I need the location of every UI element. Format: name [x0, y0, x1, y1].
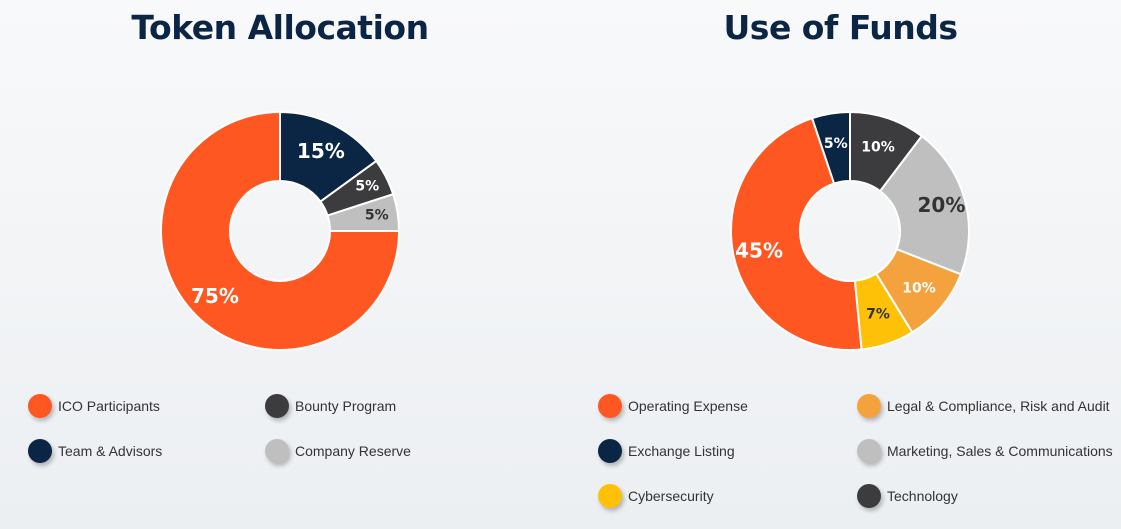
- token-allocation-title: Token Allocation: [131, 8, 429, 47]
- use-of-funds-panel: Use of Funds 10% 20% 10% 7% 45% 5% Operating …: [560, 0, 1121, 529]
- slice-team-and-advisors: [279, 110, 378, 204]
- legend-swatch: [857, 439, 881, 463]
- legend-label: Bounty Program: [295, 398, 397, 414]
- legend-label: Marketing, Sales & Communications: [887, 443, 1113, 459]
- legend-label: Team & Advisors: [58, 443, 163, 459]
- legend-swatch: [265, 439, 289, 463]
- slice-label-bounty-program: 5%: [355, 179, 379, 195]
- slice-label-team-and-advisors: 15%: [297, 139, 345, 163]
- slice-label-ico-participants: 75%: [191, 284, 239, 308]
- legend-label: ICO Participants: [58, 398, 160, 414]
- slice-label-exchange-listing: 5%: [824, 136, 848, 152]
- slice-label-cybersecurity: 7%: [866, 306, 890, 322]
- token-allocation-donut: 15% 5% 5% 75%: [160, 110, 401, 351]
- legend-label: Operating Expense: [628, 398, 748, 414]
- slice-operating-expense: [730, 116, 863, 351]
- legend-item-team-and-advisors: Team & Advisors: [28, 438, 162, 464]
- legend-item-technology: Technology: [857, 483, 958, 509]
- legend-item-marketing-sales-and-communications: Marketing, Sales & Communications: [857, 438, 1113, 464]
- legend-swatch: [28, 394, 52, 418]
- legend-label: Legal & Compliance, Risk and Audit: [887, 398, 1110, 414]
- legend-swatch: [857, 394, 881, 418]
- legend-label: Cybersecurity: [628, 488, 714, 504]
- legend-swatch: [265, 394, 289, 418]
- slice-exchange-listing: [810, 110, 851, 185]
- slice-label-technology: 10%: [861, 140, 895, 156]
- slice-marketing-sales-and-communications: [878, 134, 970, 276]
- slice-label-company-reserve: 5%: [365, 208, 389, 224]
- legend-item-ico-participants: ICO Participants: [28, 393, 160, 419]
- legend-item-company-reserve: Company Reserve: [265, 438, 411, 464]
- legend-label: Company Reserve: [295, 443, 411, 459]
- legend-swatch: [857, 484, 881, 508]
- legend-label: Exchange Listing: [628, 443, 735, 459]
- legend-item-legal-and-compliance-risk-and-audit: Legal & Compliance, Risk and Audit: [857, 393, 1110, 419]
- legend-item-cybersecurity: Cybersecurity: [598, 483, 714, 509]
- legend-swatch: [598, 439, 622, 463]
- legend-swatch: [598, 394, 622, 418]
- legend-label: Technology: [887, 488, 958, 504]
- legend-item-operating-expense: Operating Expense: [598, 393, 748, 419]
- slice-label-legal-and-compliance-risk-and-audit: 10%: [902, 281, 936, 297]
- use-of-funds-donut: 10% 20% 10% 7% 45% 5%: [730, 110, 970, 351]
- legend-item-bounty-program: Bounty Program: [265, 393, 396, 419]
- token-allocation-panel: Token Allocation 15% 5% 5% 75% ICO Particip…: [0, 0, 560, 529]
- legend-swatch: [28, 439, 52, 463]
- slice-label-marketing-sales-and-communications: 20%: [917, 193, 965, 217]
- use-of-funds-title: Use of Funds: [723, 8, 958, 47]
- slice-ico-participants: [160, 110, 401, 351]
- legend-swatch: [598, 484, 622, 508]
- legend-item-exchange-listing: Exchange Listing: [598, 438, 735, 464]
- slice-label-operating-expense: 45%: [735, 238, 783, 262]
